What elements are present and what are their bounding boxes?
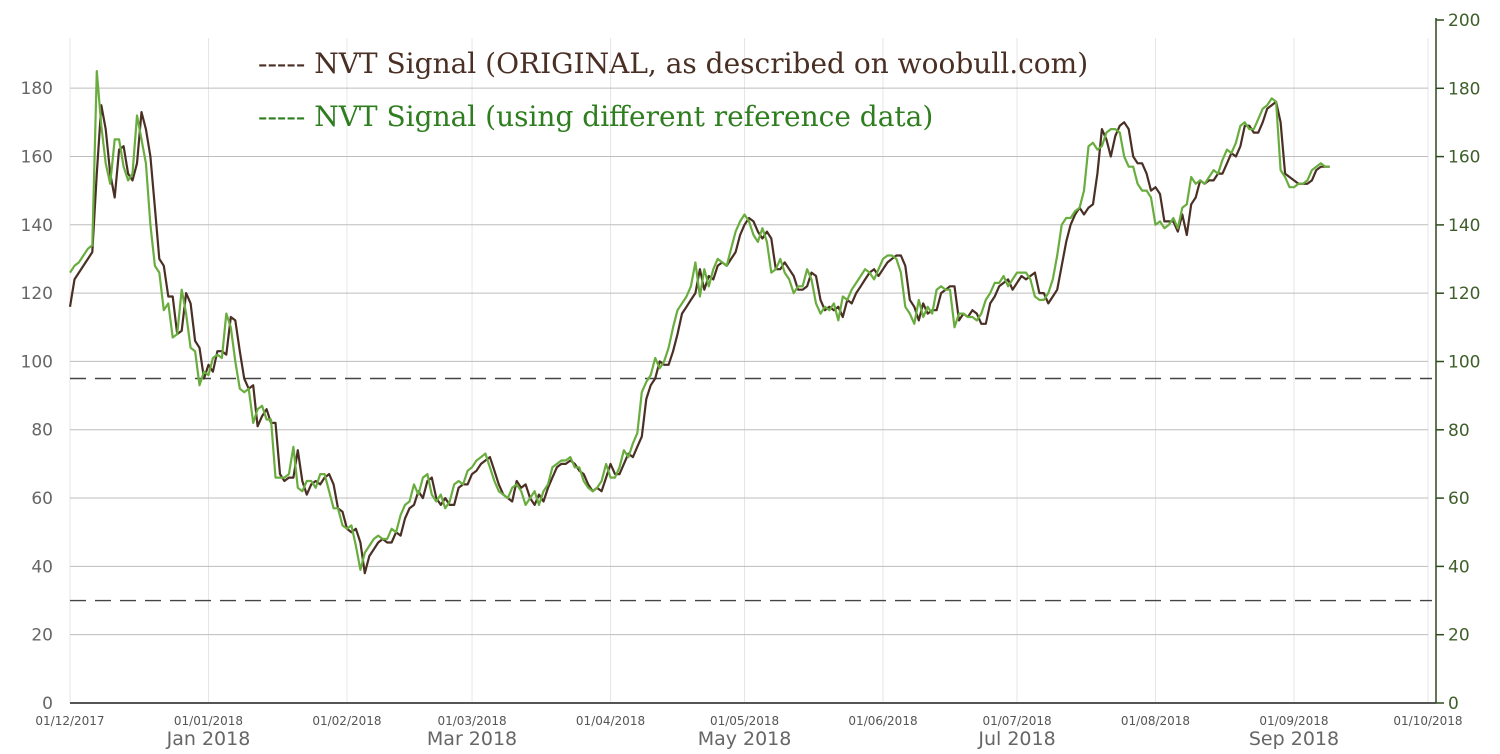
x-tick-label: 01/05/2018 [710, 714, 779, 728]
reference-lines [70, 377, 1432, 602]
x-month-label: Sep 2018 [1249, 728, 1339, 750]
legend: ----- NVT Signal (ORIGINAL, as described… [258, 47, 1088, 133]
x-tick-label: 01/09/2018 [1259, 714, 1328, 728]
axes [70, 18, 1437, 704]
right-y-tick-label: 20 [1448, 626, 1470, 646]
left-y-tick-label: 120 [21, 284, 53, 304]
left-y-tick-label: 40 [31, 557, 53, 577]
right-y-tick-label: 160 [1448, 148, 1480, 168]
x-tick-label: 01/02/2018 [312, 714, 381, 728]
vertical-gridlines [69, 38, 1429, 703]
legend-entry-original: ----- NVT Signal (ORIGINAL, as described… [258, 47, 1088, 80]
left-y-tick-label: 0 [42, 694, 53, 714]
x-tick-label: 01/03/2018 [437, 714, 506, 728]
x-month-label: May 2018 [698, 728, 792, 750]
right-y-tick-label: 180 [1448, 79, 1480, 99]
series-line-different-reference [69, 69, 1330, 571]
right-y-tick-label: 200 [1448, 11, 1480, 31]
x-axis-ticks: 01/12/2017 01/01/2018 01/02/2018 01/03/2018… [35, 714, 1462, 750]
x-tick-label: 01/04/2018 [576, 714, 645, 728]
left-y-tick-label: 180 [21, 79, 53, 99]
x-tick-label: 01/12/2017 [35, 714, 104, 728]
series-group [68, 69, 1330, 575]
legend-entry-different-reference: ----- NVT Signal (using different refere… [258, 100, 933, 133]
left-y-tick-label: 20 [31, 626, 53, 646]
x-month-label: Jan 2018 [166, 728, 251, 750]
left-y-tick-label: 140 [21, 216, 53, 236]
right-y-tick-label: 80 [1448, 421, 1470, 441]
left-y-tick-label: 60 [31, 489, 53, 509]
left-y-tick-label: 80 [31, 421, 53, 441]
right-y-tick-label: 140 [1448, 216, 1480, 236]
left-y-tick-label: 100 [21, 352, 53, 372]
x-tick-label: 01/07/2018 [982, 714, 1051, 728]
left-y-tick-label: 160 [21, 147, 53, 167]
x-tick-label: 01/01/2018 [174, 714, 243, 728]
x-tick-label: 01/08/2018 [1121, 714, 1190, 728]
left-y-axis-ticks: 0 20 40 60 80 100 120 140 160 180 [21, 79, 53, 714]
x-tick-label: 01/10/2018 [1393, 714, 1462, 728]
right-y-axis-ticks: 0 20 40 60 80 100 120 140 160 180 200 [1436, 11, 1480, 714]
right-y-tick-label: 120 [1448, 284, 1480, 304]
series-line-original [68, 100, 1330, 575]
right-y-tick-label: 40 [1448, 557, 1470, 577]
x-month-label: Mar 2018 [427, 728, 517, 750]
x-tick-label: 01/06/2018 [848, 714, 917, 728]
right-y-tick-label: 100 [1448, 353, 1480, 373]
right-y-tick-label: 0 [1448, 694, 1459, 714]
x-month-label: Jul 2018 [977, 728, 1055, 750]
right-y-tick-label: 60 [1448, 489, 1470, 509]
